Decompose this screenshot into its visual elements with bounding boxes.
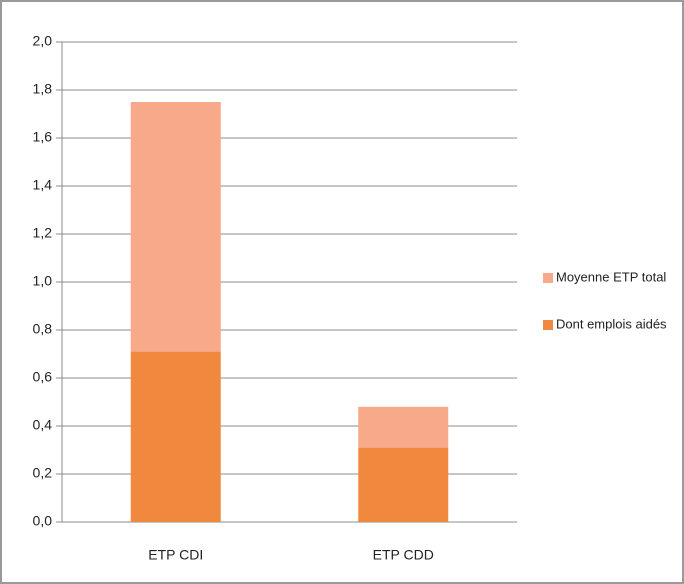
y-tick-label: 1,4 [33,177,53,193]
bar-segment [130,351,221,522]
y-tick-label: 1,8 [33,81,53,97]
y-tick-label: 2,0 [33,33,53,49]
y-tick-label: 0,2 [33,465,53,481]
x-tick-label: ETP CDD [373,547,434,563]
legend-label: Dont emplois aidés [556,316,667,331]
y-tick-label: 0,8 [33,321,53,337]
y-tick-label: 0,0 [33,513,53,529]
y-tick-label: 1,6 [33,129,53,145]
y-tick-label: 1,2 [33,225,53,241]
legend-swatch [543,320,553,330]
legend-swatch [543,273,553,283]
bar-segment [130,102,221,352]
bar-segment [358,406,449,448]
x-tick-label: ETP CDI [148,547,203,563]
bar-segment [358,447,449,522]
y-tick-label: 0,4 [33,417,53,433]
y-tick-label: 0,6 [33,369,53,385]
legend-label: Moyenne ETP total [556,269,666,284]
y-tick-label: 1,0 [33,273,53,289]
